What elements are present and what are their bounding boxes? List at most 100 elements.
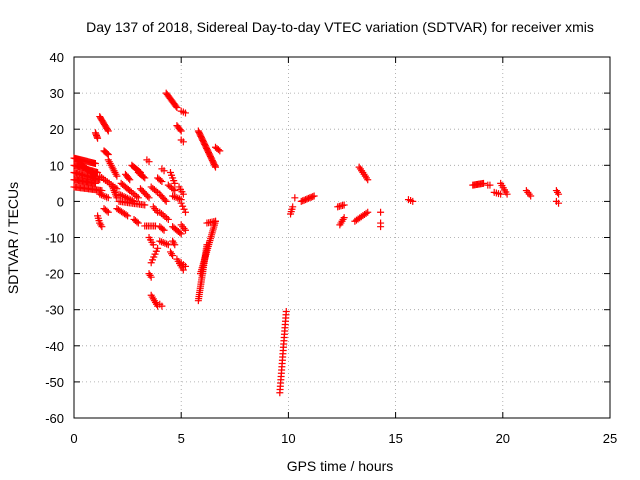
- data-point: [161, 239, 169, 247]
- data-point: [170, 239, 178, 247]
- data-point: [177, 230, 185, 238]
- x-tick-label: 25: [603, 431, 617, 446]
- data-point: [168, 250, 176, 258]
- data-point: [169, 185, 177, 193]
- y-tick-label: -50: [45, 375, 64, 390]
- data-point: [309, 193, 317, 201]
- data-point: [139, 173, 147, 181]
- data-point: [159, 239, 167, 247]
- data-point: [172, 193, 180, 201]
- data-point: [176, 229, 184, 237]
- data-point: [149, 241, 157, 249]
- data-point: [362, 209, 370, 217]
- data-point: [160, 167, 168, 175]
- data-point: [117, 191, 125, 199]
- data-point: [125, 174, 133, 182]
- data-point: [104, 208, 112, 216]
- data-point: [175, 195, 183, 203]
- chart-title: Day 137 of 2018, Sidereal Day-to-day VTE…: [86, 19, 594, 35]
- data-point: [104, 126, 112, 134]
- data-point: [134, 194, 142, 202]
- data-point: [169, 252, 177, 260]
- data-point: [158, 178, 166, 186]
- y-tick-label: -20: [45, 267, 64, 282]
- data-points: [70, 89, 563, 397]
- data-point: [130, 197, 138, 205]
- data-point: [164, 241, 172, 249]
- data-point: [177, 127, 185, 135]
- data-point: [133, 192, 141, 200]
- data-point: [216, 147, 224, 155]
- data-point: [211, 162, 219, 170]
- data-point: [151, 222, 159, 230]
- data-point: [172, 102, 180, 110]
- data-point: [145, 158, 153, 166]
- data-point: [340, 201, 348, 209]
- data-point: [104, 127, 112, 135]
- x-tick-label: 10: [281, 431, 295, 446]
- data-point: [163, 240, 171, 248]
- data-point: [98, 223, 106, 231]
- data-point: [180, 205, 188, 213]
- y-tick-label: -10: [45, 231, 64, 246]
- data-point: [122, 211, 130, 219]
- y-tick-label: -30: [45, 303, 64, 318]
- data-point: [144, 192, 152, 200]
- data-point: [377, 208, 385, 216]
- data-point: [164, 215, 172, 223]
- data-point: [212, 217, 220, 225]
- data-point: [289, 203, 297, 211]
- data-point: [141, 201, 149, 209]
- data-point: [101, 192, 109, 200]
- data-point: [115, 190, 123, 198]
- data-point: [555, 190, 563, 198]
- data-point: [291, 194, 299, 202]
- y-tick-label: -60: [45, 411, 64, 426]
- data-point: [176, 126, 184, 134]
- data-point: [156, 237, 164, 245]
- data-point: [146, 271, 154, 279]
- data-point: [141, 174, 149, 182]
- data-point: [181, 226, 189, 234]
- data-point: [181, 109, 189, 117]
- data-point: [171, 179, 179, 187]
- data-point: [158, 302, 166, 310]
- data-point: [91, 159, 99, 167]
- data-point: [134, 219, 142, 227]
- data-point: [181, 262, 189, 270]
- data-point: [118, 192, 126, 200]
- data-point: [160, 226, 168, 234]
- data-point: [147, 273, 155, 281]
- data-point: [377, 223, 385, 231]
- data-point: [174, 194, 182, 202]
- ticks: 0 5 10 15 20 25 -60 -50 -40 -30 -20 -10 0 10 20 30 40: [45, 50, 617, 446]
- grid: [74, 57, 610, 418]
- x-tick-label: 5: [178, 431, 185, 446]
- y-axis-label: SDTVAR / TECUs: [5, 182, 21, 294]
- data-point: [527, 192, 535, 200]
- data-point: [212, 163, 220, 171]
- data-point: [104, 194, 112, 202]
- data-point: [161, 196, 169, 204]
- data-point: [170, 193, 178, 201]
- data-point: [162, 197, 170, 205]
- data-point: [555, 199, 563, 207]
- data-point: [97, 221, 105, 229]
- data-point: [152, 187, 160, 195]
- data-point: [128, 197, 136, 205]
- data-point: [156, 176, 164, 184]
- data-point: [480, 179, 488, 187]
- data-point: [163, 214, 171, 222]
- data-point: [173, 104, 181, 112]
- data-point: [125, 195, 133, 203]
- data-point: [409, 197, 417, 205]
- data-point: [181, 208, 189, 216]
- data-point: [96, 190, 104, 198]
- data-point: [364, 176, 372, 184]
- data-point: [171, 241, 179, 249]
- data-point: [103, 193, 111, 201]
- data-point: [99, 192, 107, 200]
- data-point: [120, 193, 128, 201]
- data-point: [97, 191, 105, 199]
